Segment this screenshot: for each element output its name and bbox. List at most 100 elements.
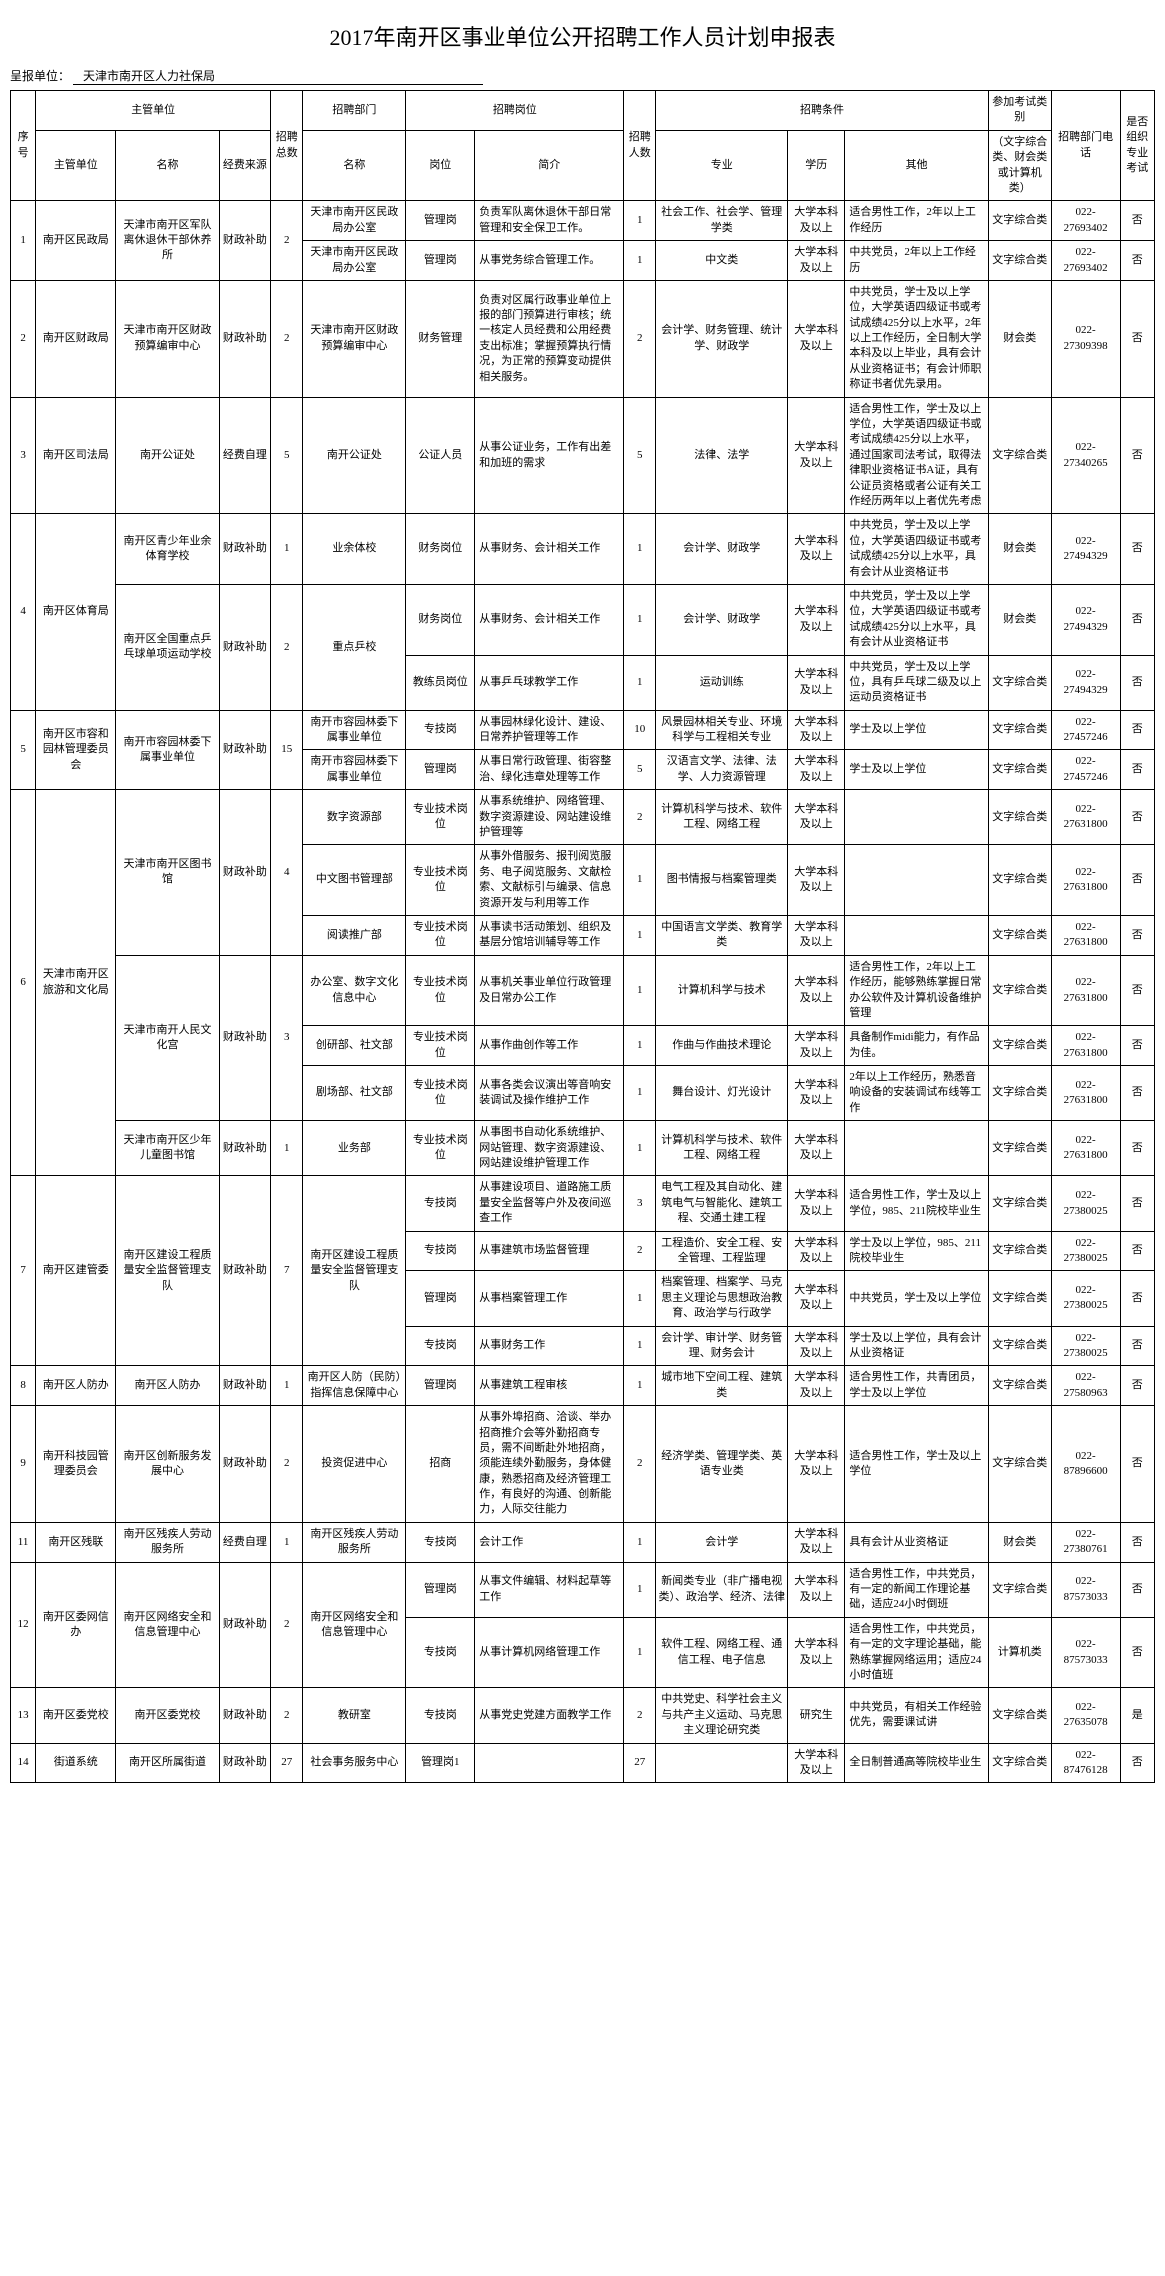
cell: 经济学类、管理学类、英语专业类 <box>656 1406 788 1523</box>
cell: 文字综合类 <box>988 1562 1051 1617</box>
cell: 专业技术岗位 <box>406 915 475 955</box>
cell: 天津市南开区旅游和文化局 <box>36 790 116 1176</box>
cell: 022-27631800 <box>1051 1121 1120 1176</box>
cell: 大学本科及以上 <box>788 1522 845 1562</box>
hdr-zptj: 招聘条件 <box>656 91 988 131</box>
cell: 大学本科及以上 <box>788 1066 845 1121</box>
cell: 南开区网络安全和信息管理中心 <box>303 1562 406 1688</box>
cell: 汉语言文学、法律、法学、人力资源管理 <box>656 750 788 790</box>
cell: 街道系统 <box>36 1743 116 1783</box>
cell: 022-27309398 <box>1051 280 1120 397</box>
cell: 1 <box>624 655 656 710</box>
cell: 022-87573033 <box>1051 1562 1120 1617</box>
cell: 从事作曲创作等工作 <box>475 1026 624 1066</box>
table-row: 4南开区体育局南开区青少年业余体育学校财政补助1业余体校财务岗位从事财务、会计相… <box>11 514 1155 585</box>
cell: 财会类 <box>988 514 1051 585</box>
cell: 学士及以上学位，985、211院校毕业生 <box>845 1231 988 1271</box>
cell: 否 <box>1120 790 1154 845</box>
cell: 5 <box>624 397 656 514</box>
cell: 022-27340265 <box>1051 397 1120 514</box>
cell: 1 <box>624 1121 656 1176</box>
cell: 否 <box>1120 955 1154 1026</box>
cell: 财政补助 <box>219 710 271 790</box>
cell: 学士及以上学位 <box>845 750 988 790</box>
cell: 文字综合类 <box>988 1026 1051 1066</box>
cell: 会计工作 <box>475 1522 624 1562</box>
cell: 022-27380025 <box>1051 1176 1120 1231</box>
cell: 从事财务、会计相关工作 <box>475 514 624 585</box>
cell: 从事文件编辑、材料起草等工作 <box>475 1562 624 1617</box>
table-row: 天津市南开区少年儿童图书馆财政补助1业务部专业技术岗位从事图书自动化系统维护、网… <box>11 1121 1155 1176</box>
cell: 否 <box>1120 1743 1154 1783</box>
cell: 2 <box>11 280 36 397</box>
cell: 文字综合类 <box>988 1176 1051 1231</box>
cell: 022-27693402 <box>1051 201 1120 241</box>
cell: 具备制作midi能力，有作品为佳。 <box>845 1026 988 1066</box>
cell: 否 <box>1120 710 1154 750</box>
table-row: 南开区全国重点乒乓球单项运动学校财政补助2重点乒校财务岗位从事财务、会计相关工作… <box>11 584 1155 655</box>
cell: 文字综合类 <box>988 1406 1051 1523</box>
cell: 022-87476128 <box>1051 1743 1120 1783</box>
cell: 10 <box>624 710 656 750</box>
cell: 中共党员，学士及以上学位，大学英语四级证书或考试成绩425分以上水平，2年以上工… <box>845 280 988 397</box>
cell: 南开公证处 <box>116 397 219 514</box>
hdr-zyks: 是否组织专业考试 <box>1120 91 1154 201</box>
cell: 大学本科及以上 <box>788 1026 845 1066</box>
cell: 专技岗 <box>406 1231 475 1271</box>
cell: 文字综合类 <box>988 1688 1051 1743</box>
cell: 否 <box>1120 1271 1154 1326</box>
cell: 管理岗1 <box>406 1743 475 1783</box>
cell: 负责对区属行政事业单位上报的部门预算进行审核；统一核定人员经费和公用经费支出标准… <box>475 280 624 397</box>
cell: 天津市南开区图书馆 <box>116 790 219 956</box>
cell: 9 <box>11 1406 36 1523</box>
cell: 南开区建管委 <box>36 1176 116 1366</box>
cell: 经费自理 <box>219 397 271 514</box>
cell: 适合男性工作，共青团员，学士及以上学位 <box>845 1366 988 1406</box>
cell: 管理岗 <box>406 1366 475 1406</box>
cell: 计算机科学与技术 <box>656 955 788 1026</box>
cell: 大学本科及以上 <box>788 201 845 241</box>
cell: 专业技术岗位 <box>406 1026 475 1066</box>
cell: 2 <box>624 1406 656 1523</box>
cell <box>845 915 988 955</box>
cell: 业余体校 <box>303 514 406 585</box>
cell: 文字综合类 <box>988 397 1051 514</box>
cell: 1 <box>624 1617 656 1688</box>
table-row: 1南开区民政局天津市南开区军队离休退休干部休养所财政补助2天津市南开区民政局办公… <box>11 201 1155 241</box>
cell: 教练员岗位 <box>406 655 475 710</box>
hdr-qt: 其他 <box>845 130 988 201</box>
cell: 南开区市容和园林管理委员会 <box>36 710 116 790</box>
cell: 工程造价、安全工程、安全管理、工程监理 <box>656 1231 788 1271</box>
cell: 1 <box>271 1522 303 1562</box>
cell: 13 <box>11 1688 36 1743</box>
cell: 文字综合类 <box>988 915 1051 955</box>
cell: 学士及以上学位 <box>845 710 988 750</box>
cell: 2 <box>271 1688 303 1743</box>
cell: 文字综合类 <box>988 955 1051 1026</box>
cell: 大学本科及以上 <box>788 790 845 845</box>
cell: 文字综合类 <box>988 1066 1051 1121</box>
cell: 否 <box>1120 241 1154 281</box>
cell: 南开区人防办 <box>116 1366 219 1406</box>
cell: 适合男性工作，2年以上工作经历 <box>845 201 988 241</box>
cell: 否 <box>1120 1231 1154 1271</box>
table-row: 5南开区市容和园林管理委员会南开市容园林委下属事业单位财政补助15南开市容园林委… <box>11 710 1155 750</box>
cell: 财务管理 <box>406 280 475 397</box>
cell: 022-27631800 <box>1051 955 1120 1026</box>
cell: 南开区人防（民防）指挥信息保障中心 <box>303 1366 406 1406</box>
cell: 1 <box>624 1271 656 1326</box>
cell: 022-27494329 <box>1051 655 1120 710</box>
cell: 7 <box>271 1176 303 1366</box>
cell: 4 <box>271 790 303 956</box>
hdr-kslb: 参加考试类别 <box>988 91 1051 131</box>
cell: 1 <box>271 514 303 585</box>
cell: 南开区残疾人劳动服务所 <box>116 1522 219 1562</box>
cell <box>845 845 988 916</box>
cell: 5 <box>271 397 303 514</box>
cell: 2 <box>624 1688 656 1743</box>
cell: 作曲与作曲技术理论 <box>656 1026 788 1066</box>
cell: 财政补助 <box>219 1406 271 1523</box>
cell: 南开区残疾人劳动服务所 <box>303 1522 406 1562</box>
cell: 1 <box>624 1326 656 1366</box>
cell: 研究生 <box>788 1688 845 1743</box>
